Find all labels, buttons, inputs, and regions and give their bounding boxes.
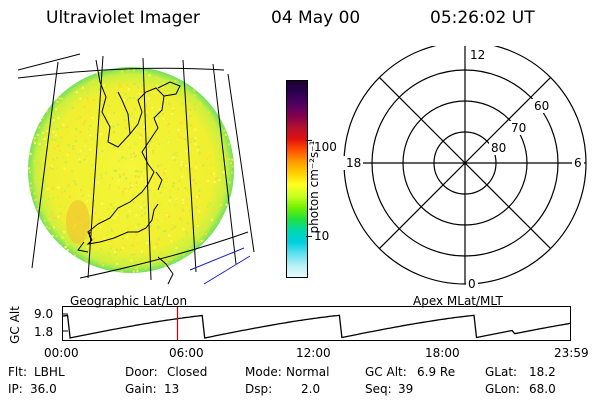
- info-mode-value: Normal: [286, 365, 330, 379]
- info-gain-key: Gain:: [125, 382, 157, 396]
- info-door-value: Closed: [167, 365, 208, 379]
- colorbar-tick-10: 10: [314, 229, 330, 243]
- map-label: Geographic Lat/Lon: [70, 294, 188, 308]
- time-tick-1200: 12:00: [296, 346, 331, 360]
- mlt-label-12: 12: [470, 48, 485, 62]
- date-label: 04 May 00: [271, 8, 361, 28]
- info-flt-key: Flt:: [8, 365, 27, 379]
- info-seq-value: 39: [398, 382, 414, 396]
- altitude-curve: [62, 314, 571, 339]
- mlt-label-6: 6: [574, 156, 582, 170]
- info-gcalt-value: 6.9 Re: [417, 365, 456, 379]
- info-glat-value: 18.2: [529, 365, 556, 379]
- time-tick-2359: 23:59: [554, 346, 589, 360]
- altitude-ytick-high: 9.0: [34, 307, 54, 321]
- terminator-lines: [189, 247, 251, 285]
- altitude-plot: [62, 306, 571, 341]
- time-tick-0600: 06:00: [169, 346, 204, 360]
- meridian-lines: [31, 55, 255, 281]
- geographic-map: [18, 53, 255, 285]
- colorbar: [286, 80, 308, 278]
- time-tick-1800: 18:00: [425, 346, 460, 360]
- time-tick-0000: 00:00: [44, 346, 79, 360]
- instrument-title: Ultraviolet Imager: [46, 8, 200, 28]
- altitude-ylabel: GC Alt: [8, 306, 22, 344]
- info-mode-key: Mode:: [245, 365, 282, 379]
- info-ip-key: IP:: [8, 382, 23, 396]
- polar-label: Apex MLat/MLT: [413, 294, 503, 308]
- colorbar-tick-100: 100: [314, 140, 337, 154]
- coastline: [86, 59, 181, 245]
- info-door-key: Door:: [125, 365, 158, 379]
- info-flt-value: LBHL: [34, 365, 65, 379]
- colorbar-label: photon cm⁻²s⁻¹: [307, 140, 321, 234]
- info-dsp-value: 2.0: [301, 382, 321, 396]
- mlat-label-70: 70: [511, 121, 526, 135]
- info-gcalt-key: GC Alt:: [365, 365, 407, 379]
- colorbar-tick-mark: [306, 140, 312, 141]
- latitude-lines: [18, 53, 249, 279]
- mlt-label-18: 18: [346, 156, 361, 170]
- info-ip-value: 36.0: [30, 382, 57, 396]
- mlt-label-0: 0: [468, 277, 476, 291]
- time-label: 05:26:02 UT: [430, 8, 535, 28]
- altitude-ytick-low: 1.8: [34, 325, 54, 339]
- info-seq-key: Seq:: [365, 382, 392, 396]
- mlat-label-60: 60: [534, 99, 549, 113]
- info-glat-key: GLat:: [485, 365, 518, 379]
- polar-diagonal: [378, 76, 552, 250]
- colorbar-tick-mark: [306, 236, 312, 237]
- mlat-label-80: 80: [491, 141, 506, 155]
- info-dsp-key: Dsp:: [245, 382, 273, 396]
- info-gain-value: 13: [164, 382, 180, 396]
- info-glon-key: GLon:: [485, 382, 520, 396]
- polar-plot: 12 18 6 0 80 70 60: [343, 46, 587, 291]
- info-glon-value: 68.0: [529, 382, 556, 396]
